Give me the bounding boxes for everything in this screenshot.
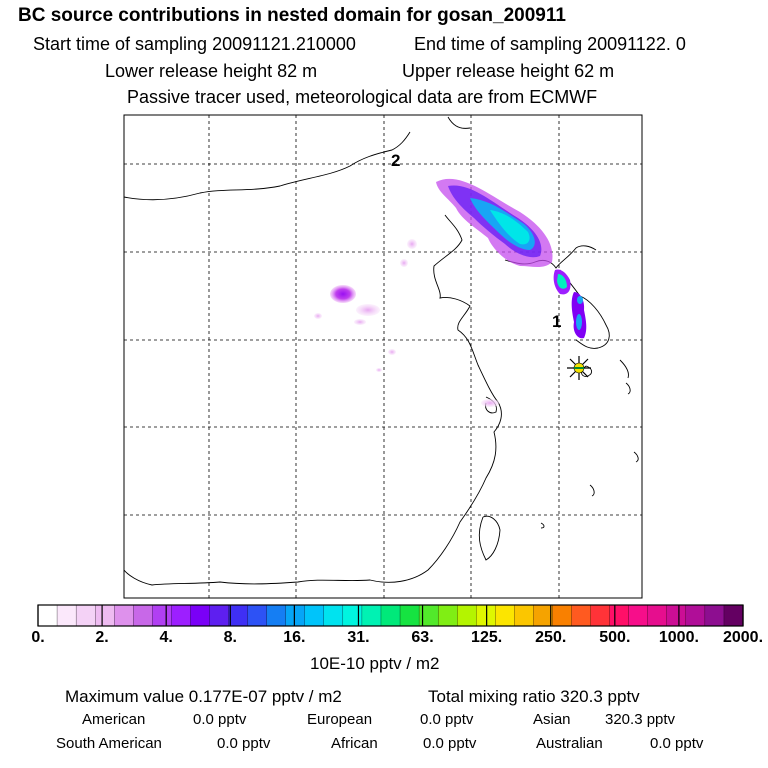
colorbar-tick-label: 2000. <box>722 629 764 646</box>
colorbar-unit-label: 10E-10 pptv / m2 <box>310 654 440 673</box>
colorbar-swatch <box>247 604 268 627</box>
map-label-2: 2 <box>391 151 400 170</box>
colorbar-swatch <box>171 604 191 627</box>
region-name-asian: Asian <box>533 711 571 728</box>
region-value-american: 0.0 pptv <box>193 711 247 728</box>
colorbar-swatch <box>457 604 477 627</box>
lower-release-label: Lower release height 82 m <box>105 61 318 81</box>
colorbar-swatch <box>342 604 363 627</box>
tracer-note: Passive tracer used, meteorological data… <box>127 87 598 107</box>
colorbar-swatch <box>609 604 630 627</box>
start-time-label: Start time of sampling 20091121.210000 <box>33 34 356 54</box>
colorbar-swatch <box>552 604 573 627</box>
colorbar-tick-label: 0. <box>31 629 45 646</box>
plot-title: BC source contributions in nested domain… <box>18 5 566 26</box>
region-name-african: African <box>331 735 378 752</box>
colorbar-swatch <box>533 604 554 627</box>
colorbar-swatch <box>399 604 420 627</box>
colorbar-tick-label: 16. <box>283 629 306 646</box>
colorbar-tick-label: 8. <box>223 629 237 646</box>
colorbar-swatch <box>323 604 344 627</box>
colorbar-swatch <box>266 604 287 627</box>
colorbar-swatch <box>723 604 744 627</box>
colorbar-tick-label: 31. <box>347 629 370 646</box>
colorbar-tick-label: 2. <box>95 629 109 646</box>
region-name-american: American <box>82 711 146 728</box>
colorbar-tick-label: 250. <box>535 629 567 646</box>
map-frame <box>123 114 643 599</box>
colorbar-swatch <box>666 604 687 627</box>
region-name-australian: Australian <box>536 735 603 752</box>
total-mixing-label: Total mixing ratio 320.3 pptv <box>428 687 640 706</box>
colorbar-swatch <box>75 604 96 627</box>
concentration-plume <box>314 178 587 407</box>
colorbar-swatch <box>285 604 306 627</box>
colorbar-tick-label: 63. <box>411 629 434 646</box>
colorbar-swatch <box>476 604 496 627</box>
colorbar-swatch <box>152 604 172 627</box>
receptor-star-marker <box>567 356 591 380</box>
colorbar-swatch <box>571 604 592 627</box>
colorbar-swatch <box>228 604 249 627</box>
colorbar-swatch <box>380 604 401 627</box>
map-label-1: 1 <box>552 312 561 331</box>
maximum-value-label: Maximum value 0.177E-07 pptv / m2 <box>65 687 342 706</box>
colorbar-swatch <box>95 604 115 627</box>
colorbar-swatch <box>37 604 58 627</box>
colorbar-swatch <box>361 604 382 627</box>
colorbar-swatch <box>133 604 153 627</box>
colorbar-tick-label: 4. <box>159 629 173 646</box>
region-value-australian: 0.0 pptv <box>650 735 704 752</box>
colorbar-swatch <box>437 604 458 627</box>
colorbar-tick-label: 1000. <box>658 629 699 646</box>
region-value-african: 0.0 pptv <box>423 735 477 752</box>
colorbar-swatch <box>685 604 706 627</box>
colorbar-swatch <box>704 604 725 627</box>
colorbar-swatch <box>209 604 230 627</box>
colorbar-tick-label: 500. <box>599 629 631 646</box>
end-time-label: End time of sampling 20091122. 0 <box>414 34 686 54</box>
colorbar-swatch <box>514 604 534 627</box>
colorbar-tick-label: 125. <box>471 629 503 646</box>
region-value-south-american: 0.0 pptv <box>217 735 271 752</box>
colorbar-swatch <box>114 604 134 627</box>
region-value-asian: 320.3 pptv <box>605 711 676 728</box>
colorbar-swatch <box>628 604 649 627</box>
region-value-european: 0.0 pptv <box>420 711 474 728</box>
region-name-south-american: South American <box>56 735 162 752</box>
colorbar-swatch <box>647 604 668 627</box>
colorbar-swatch <box>56 604 77 627</box>
colorbar-swatch <box>590 604 611 627</box>
upper-release-label: Upper release height 62 m <box>402 61 615 81</box>
colorbar-swatch <box>190 604 211 627</box>
colorbar-swatch <box>304 604 325 627</box>
region-name-european: European <box>307 711 373 728</box>
colorbar-swatch <box>495 604 515 627</box>
